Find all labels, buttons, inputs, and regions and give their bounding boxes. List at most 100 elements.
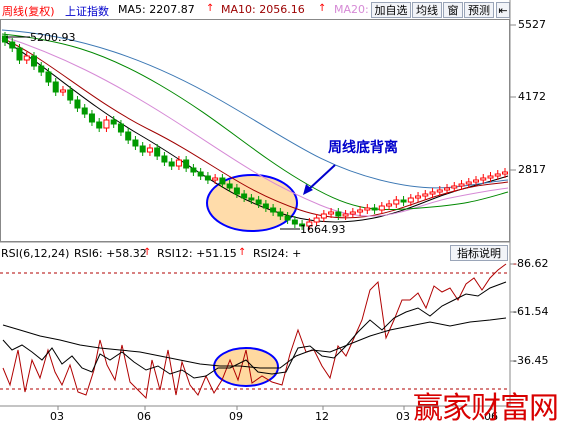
candle-body <box>233 187 240 195</box>
rsi24-value: RSI24: + <box>253 247 302 260</box>
ma10-up-arrow-icon: ↑ <box>318 3 327 14</box>
candle-body <box>335 211 342 217</box>
ma-extra-line <box>1 29 509 189</box>
candle-body <box>241 193 248 199</box>
callout-arrowhead-icon <box>303 184 313 195</box>
rsi-axis-label: -86.62 <box>513 257 549 270</box>
ma20-line <box>1 35 509 217</box>
rsi6-line <box>2 263 507 400</box>
candle-body <box>458 183 465 187</box>
rsi12-up-arrow-icon: ↑ <box>238 247 247 258</box>
rsi-title: RSI(6,12,24) <box>1 247 70 260</box>
candle-body <box>415 195 422 199</box>
candle-body <box>393 199 400 205</box>
candle-body <box>154 147 161 157</box>
candle-body <box>378 205 385 211</box>
time-axis-label: 03 <box>50 410 64 423</box>
rsi6-value: RSI6: +58.32 <box>74 247 147 260</box>
candle-body <box>364 207 371 211</box>
candle-body <box>103 119 110 129</box>
candle-body <box>88 113 95 123</box>
candle-body <box>125 131 132 141</box>
period-title: 周线(复权) <box>2 5 55 18</box>
candle-body <box>168 161 175 167</box>
candle-body <box>487 175 494 179</box>
candle-body <box>313 217 320 223</box>
candle-body <box>444 187 451 191</box>
candle-body <box>190 167 197 173</box>
window-button[interactable]: 窗 <box>443 2 463 18</box>
time-axis-label: 06 <box>484 410 498 423</box>
candle-body <box>226 183 233 189</box>
candle-body <box>465 181 472 185</box>
candle-body <box>183 159 190 169</box>
time-axis-label: 12 <box>315 410 329 423</box>
candle-body <box>38 65 45 73</box>
rsi6-up-arrow-icon: ↑ <box>143 247 152 258</box>
divergence-callout: 周线底背离 <box>328 140 398 156</box>
candle-body <box>9 41 16 49</box>
candle-body <box>451 185 458 189</box>
rsi12-line <box>2 281 507 379</box>
candle-body <box>67 89 74 101</box>
candle-body <box>277 211 284 217</box>
candle-body <box>436 189 443 193</box>
low-price-label: 1664.93 <box>300 223 346 236</box>
candle-body <box>74 99 81 109</box>
candle-body <box>422 193 429 197</box>
candle-body <box>473 179 480 183</box>
ma10-line <box>1 37 509 219</box>
candle-body <box>16 47 23 61</box>
time-axis-label: 06 <box>137 410 151 423</box>
candle-body <box>502 171 508 175</box>
moving-average-button[interactable]: 均线 <box>412 2 442 18</box>
candle-body <box>212 177 219 181</box>
forecast-button[interactable]: 预测 <box>464 2 494 18</box>
candle-body <box>429 191 436 195</box>
candle-body <box>291 219 298 225</box>
indicator-help-button[interactable]: 指标说明 <box>450 245 508 261</box>
candle-body <box>306 221 313 227</box>
time-axis-label: 03 <box>396 410 410 423</box>
candle-body <box>349 211 356 215</box>
candle-body <box>2 35 8 43</box>
candle-body <box>262 203 269 209</box>
candle-body <box>110 119 117 125</box>
candle-body <box>81 107 88 115</box>
candle-body <box>299 223 306 227</box>
candle-body <box>117 123 124 133</box>
candle-body <box>407 197 414 203</box>
rsi-axis-label: -61.54 <box>513 305 549 318</box>
candle-body <box>52 81 59 93</box>
candle-body <box>30 55 37 67</box>
candle-body <box>197 171 204 177</box>
index-name: 上证指数 <box>65 5 109 18</box>
add-watchlist-button[interactable]: 加自选 <box>371 2 411 18</box>
site-watermark: 赢家财富网 <box>413 391 559 426</box>
candle-body <box>204 175 211 181</box>
candle-body <box>284 215 291 221</box>
ma5-up-arrow-icon: ↑ <box>206 3 215 14</box>
candle-body <box>400 199 407 203</box>
price-axis-label: 5527 <box>518 18 546 31</box>
rsi24-line <box>2 317 507 369</box>
candle-body <box>146 147 153 153</box>
price-axis-label: 2817 <box>518 163 546 176</box>
rsi12-value: RSI12: +51.15 <box>157 247 237 260</box>
rsi-axis-label: -36.45 <box>513 354 549 367</box>
candle-body <box>248 197 255 201</box>
high-price-label: 5200.93 <box>30 31 76 44</box>
ma10-value: MA10: 2056.16 <box>221 3 305 16</box>
time-axis-label: 09 <box>229 410 243 423</box>
candle-body <box>255 199 262 205</box>
candle-body <box>342 213 349 217</box>
ma5-value: MA5: 2207.87 <box>118 3 195 16</box>
candle-body <box>270 207 277 213</box>
candle-body <box>320 213 327 219</box>
candle-body <box>480 177 487 181</box>
candle-body <box>132 139 139 147</box>
ma-long-line <box>1 33 509 211</box>
candle-body <box>371 207 378 211</box>
candle-body <box>219 177 226 185</box>
